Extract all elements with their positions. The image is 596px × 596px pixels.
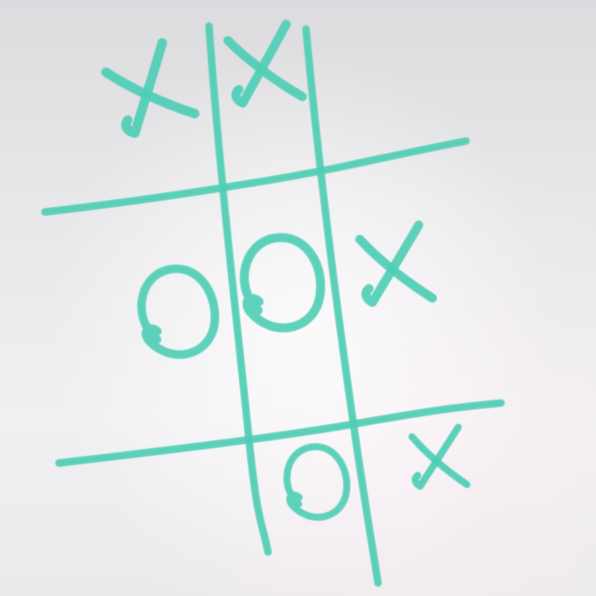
x-stroke-b bbox=[121, 38, 167, 138]
o-stroke-hi bbox=[140, 267, 217, 342]
grid-horizontal-bottom-highlight bbox=[57, 401, 503, 465]
o-stroke bbox=[137, 264, 220, 359]
o-stroke-hi bbox=[285, 445, 348, 506]
grid-vertical-right-highlight bbox=[304, 27, 380, 585]
grid-lines bbox=[41, 22, 505, 587]
x-stroke-a-hi bbox=[226, 38, 304, 99]
o-mark-r1c1 bbox=[239, 233, 326, 333]
o-stroke bbox=[239, 233, 326, 333]
grid-horizontal-top bbox=[41, 137, 470, 216]
grid-vertical-left-highlight bbox=[207, 24, 270, 554]
o-stroke-hi bbox=[242, 236, 323, 312]
board-marks bbox=[101, 19, 471, 521]
x-stroke-b bbox=[231, 19, 291, 108]
x-stroke-b bbox=[361, 220, 424, 307]
x-stroke-a-hi bbox=[104, 70, 197, 116]
o-mark-r1c0 bbox=[137, 264, 220, 359]
o-stroke bbox=[283, 443, 351, 521]
x-mark-r1c2 bbox=[355, 220, 437, 307]
x-stroke-a-hi bbox=[358, 237, 434, 300]
x-stroke-b bbox=[411, 423, 462, 490]
x-stroke-a-hi bbox=[410, 435, 469, 486]
x-mark-r0c1 bbox=[223, 19, 307, 108]
x-mark-r0c0 bbox=[101, 38, 200, 138]
o-mark-r2c1 bbox=[283, 443, 351, 521]
grid-horizontal-top-highlight bbox=[43, 139, 468, 214]
x-mark-r2c2 bbox=[408, 423, 471, 490]
